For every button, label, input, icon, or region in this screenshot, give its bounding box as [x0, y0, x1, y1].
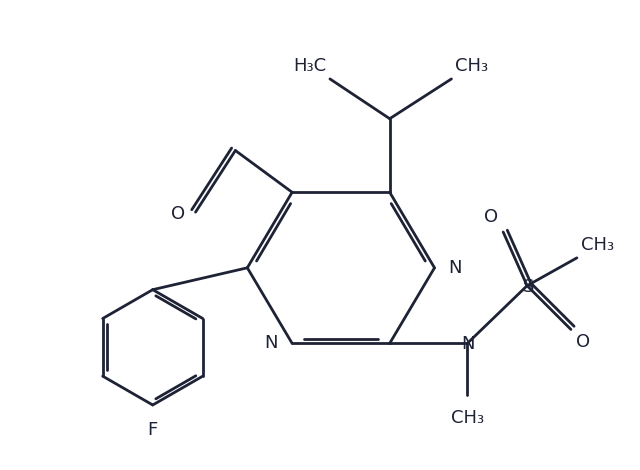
Text: CH₃: CH₃ [456, 57, 488, 75]
Text: CH₃: CH₃ [581, 236, 614, 254]
Text: S: S [522, 278, 534, 296]
Text: F: F [148, 421, 158, 439]
Text: H₃C: H₃C [293, 57, 326, 75]
Text: N: N [449, 259, 462, 277]
Text: N: N [265, 334, 278, 352]
Text: O: O [484, 208, 499, 226]
Text: N: N [461, 336, 475, 353]
Text: CH₃: CH₃ [451, 409, 484, 427]
Text: O: O [576, 333, 590, 352]
Text: O: O [172, 205, 186, 223]
